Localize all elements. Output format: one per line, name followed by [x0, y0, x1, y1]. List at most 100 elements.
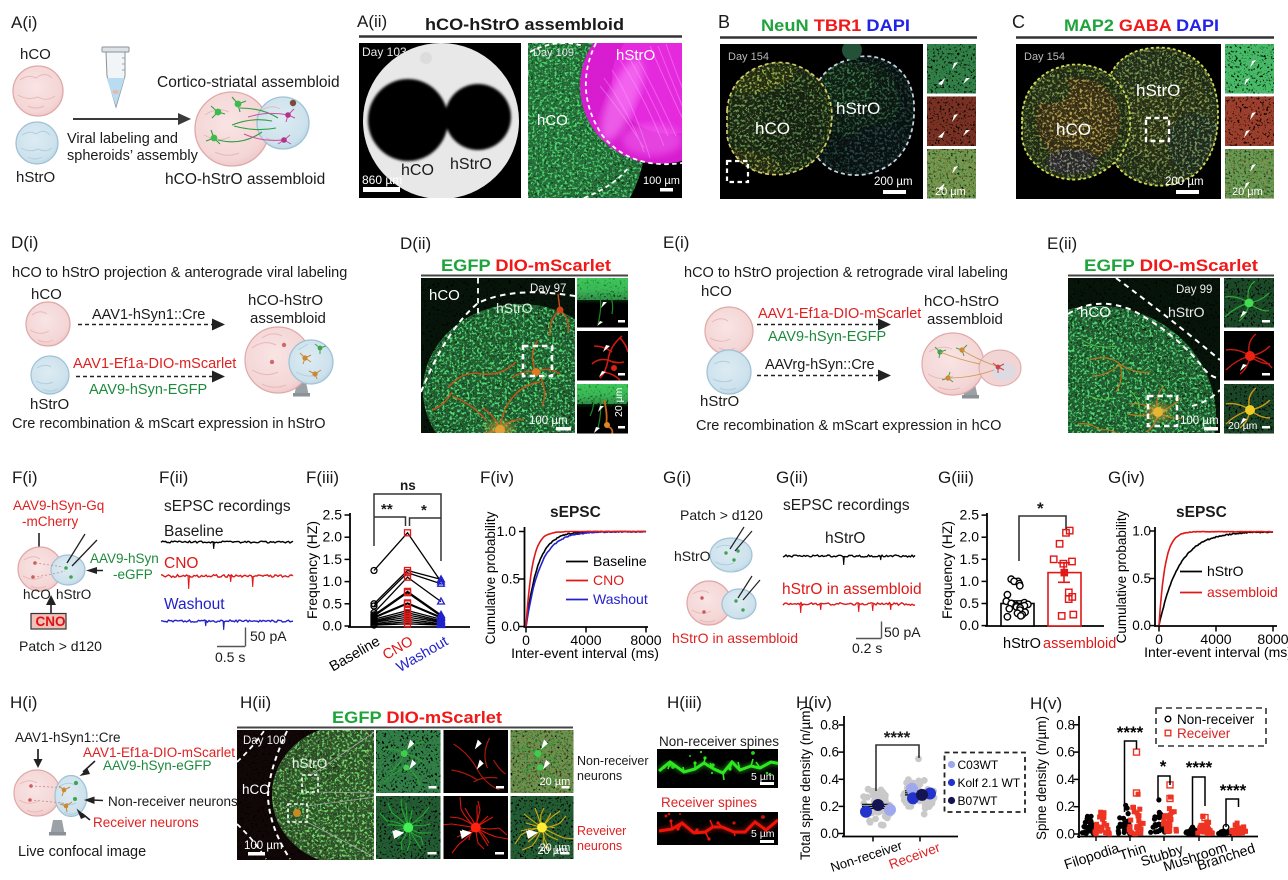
svg-text:20 µm: 20 µm — [1232, 186, 1263, 198]
svg-text:G(iii): G(iii) — [938, 468, 974, 487]
svg-text:hStrO: hStrO — [496, 300, 533, 316]
svg-text:Day 97: Day 97 — [530, 283, 566, 295]
svg-text:hStrO in assembloid: hStrO in assembloid — [782, 581, 922, 598]
svg-text:Live confocal image: Live confocal image — [18, 844, 146, 860]
svg-text:860 µm: 860 µm — [362, 173, 402, 187]
svg-text:20 µm: 20 µm — [540, 842, 571, 854]
svg-text:sEPSC recordings: sEPSC recordings — [783, 497, 910, 514]
svg-text:Frequency (HZ): Frequency (HZ) — [304, 521, 320, 619]
svg-text:Cumulative probability: Cumulative probability — [1114, 510, 1129, 643]
svg-text:D(ii): D(ii) — [400, 234, 431, 253]
svg-text:50 pA: 50 pA — [884, 624, 921, 640]
svg-text:Day 100: Day 100 — [243, 735, 286, 747]
svg-text:Non-receiver neurons: Non-receiver neurons — [108, 794, 238, 809]
svg-text:4000: 4000 — [570, 632, 601, 648]
svg-text:AAV1-Ef1a-DIO-mScarlet: AAV1-Ef1a-DIO-mScarlet — [73, 356, 236, 372]
svg-text:H(iv): H(iv) — [796, 693, 832, 712]
svg-text:Washout: Washout — [593, 591, 648, 607]
svg-text:D(i): D(i) — [11, 233, 38, 252]
svg-text:hStrO: hStrO — [56, 587, 91, 602]
svg-text:Cortico-striatal assembloid: Cortico-striatal assembloid — [157, 74, 340, 91]
svg-text:hCO: hCO — [401, 162, 434, 179]
svg-text:0.0: 0.0 — [1132, 618, 1151, 633]
svg-text:100 µm: 100 µm — [529, 415, 568, 427]
svg-text:hStrO: hStrO — [450, 156, 492, 173]
svg-text:50 pA: 50 pA — [250, 628, 287, 644]
svg-text:hCO: hCO — [537, 112, 568, 129]
svg-text:0.2: 0.2 — [1056, 799, 1075, 814]
svg-text:H(iii): H(iii) — [667, 693, 702, 712]
svg-text:0.6: 0.6 — [820, 745, 839, 760]
svg-text:AAV1-Ef1a-DIO-mScarlet: AAV1-Ef1a-DIO-mScarlet — [758, 306, 921, 322]
svg-text:H(v): H(v) — [1030, 694, 1062, 713]
svg-text:*: * — [421, 502, 427, 519]
svg-text:EGFP DIO-mScarlet: EGFP DIO-mScarlet — [441, 256, 611, 275]
svg-text:20 µm: 20 µm — [613, 387, 625, 417]
svg-text:0.8: 0.8 — [820, 718, 839, 733]
svg-text:AAV1-hSyn1::Cre: AAV1-hSyn1::Cre — [15, 730, 121, 745]
svg-text:EGFP DIO-mScarlet: EGFP DIO-mScarlet — [1084, 256, 1258, 275]
svg-text:Non-receiver spines: Non-receiver spines — [659, 734, 779, 749]
svg-text:8000: 8000 — [1257, 631, 1288, 647]
svg-text:F(iii): F(iii) — [306, 468, 339, 487]
svg-text:1.5: 1.5 — [960, 551, 980, 567]
svg-text:hStrO: hStrO — [836, 99, 880, 118]
svg-text:CNO: CNO — [593, 572, 624, 588]
svg-text:Frequency (HZ): Frequency (HZ) — [939, 521, 955, 619]
svg-text:E(ii): E(ii) — [1047, 234, 1077, 253]
svg-text:hCO: hCO — [20, 46, 51, 63]
svg-text:0.4: 0.4 — [820, 772, 839, 787]
svg-text:Patch > d120: Patch > d120 — [680, 507, 763, 523]
svg-text:0.8: 0.8 — [1056, 717, 1075, 732]
svg-text:AAVrg-hSyn::Cre: AAVrg-hSyn::Cre — [765, 357, 875, 373]
svg-text:0.2: 0.2 — [820, 799, 839, 814]
svg-text:0.4: 0.4 — [1056, 772, 1075, 787]
svg-text:hStrO: hStrO — [825, 530, 865, 547]
svg-text:****: **** — [1186, 758, 1213, 777]
svg-text:Non-receiver: Non-receiver — [577, 754, 649, 768]
svg-text:C03WT: C03WT — [958, 758, 999, 772]
svg-text:hCO: hCO — [429, 287, 460, 304]
svg-text:Patch > d120: Patch > d120 — [19, 638, 102, 654]
svg-text:Day 103: Day 103 — [362, 45, 407, 59]
svg-text:G(i): G(i) — [663, 468, 691, 487]
svg-text:4000: 4000 — [1200, 631, 1231, 647]
svg-text:Receiver: Receiver — [1177, 726, 1231, 741]
svg-text:5 µm: 5 µm — [751, 828, 775, 840]
svg-text:hStrO in assembloid: hStrO in assembloid — [672, 630, 798, 646]
svg-text:2.5: 2.5 — [960, 507, 980, 523]
svg-text:F(iv): F(iv) — [480, 468, 514, 487]
svg-text:Non-receiver: Non-receiver — [1177, 712, 1255, 727]
svg-text:0.5 s: 0.5 s — [215, 649, 245, 665]
svg-text:100 µm: 100 µm — [244, 840, 283, 852]
svg-text:E(i): E(i) — [663, 233, 689, 252]
svg-text:neurons: neurons — [577, 769, 622, 783]
svg-text:Day 154: Day 154 — [728, 51, 769, 63]
svg-text:hCO-hStrO: hCO-hStrO — [248, 292, 323, 309]
svg-text:H(i): H(i) — [10, 693, 37, 712]
svg-text:B07WT: B07WT — [958, 794, 999, 808]
svg-text:sEPSC recordings: sEPSC recordings — [164, 498, 291, 515]
svg-text:*: * — [1037, 499, 1044, 518]
svg-text:5 µm: 5 µm — [751, 771, 775, 783]
svg-text:Washout: Washout — [164, 596, 225, 613]
svg-text:8000: 8000 — [630, 632, 661, 648]
svg-text:*: * — [1160, 757, 1167, 776]
svg-text:Cre recombination & mScart exp: Cre recombination & mScart expression in… — [696, 418, 1001, 434]
svg-text:20 µm: 20 µm — [935, 186, 966, 198]
svg-text:20 µm: 20 µm — [1228, 420, 1258, 432]
svg-text:0.6: 0.6 — [1056, 745, 1075, 760]
svg-text:MAP2 GABA DAPI: MAP2 GABA DAPI — [1064, 17, 1219, 35]
svg-text:CNO: CNO — [36, 614, 66, 629]
svg-text:AAV9-hSyn-eGFP: AAV9-hSyn-eGFP — [103, 758, 212, 773]
svg-text:0.0: 0.0 — [323, 618, 343, 634]
svg-text:AAV9-hSyn-EGFP: AAV9-hSyn-EGFP — [89, 382, 207, 398]
svg-text:hStrO: hStrO — [1168, 304, 1205, 320]
svg-text:assembloid: assembloid — [927, 311, 1003, 328]
svg-text:Day 99: Day 99 — [1176, 284, 1212, 296]
svg-text:0.5: 0.5 — [960, 595, 980, 611]
svg-text:****: **** — [1220, 781, 1247, 800]
svg-text:0.5: 0.5 — [323, 595, 343, 611]
svg-text:sEPSC: sEPSC — [550, 504, 601, 521]
svg-text:AAV9-hSyn-Gq: AAV9-hSyn-Gq — [13, 498, 104, 513]
